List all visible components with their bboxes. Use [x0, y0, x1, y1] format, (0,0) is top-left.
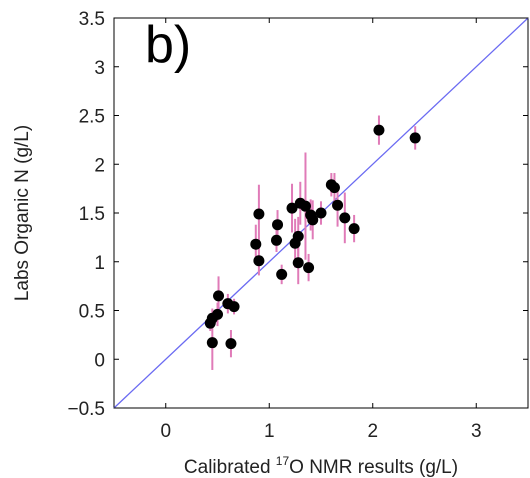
x-axis-label-part1: Calibrated — [184, 457, 276, 478]
data-point — [212, 308, 223, 320]
data-point — [272, 219, 284, 231]
x-axis: 0 1 2 3 — [160, 18, 482, 442]
x-tick-label: 1 — [264, 421, 275, 442]
data-point — [253, 208, 265, 220]
y-tick-label: 2.5 — [79, 107, 105, 128]
data-point — [292, 230, 304, 242]
panel-label: b) — [145, 16, 191, 74]
data-point — [307, 214, 319, 226]
data-point — [328, 182, 340, 194]
data-point — [286, 202, 298, 214]
x-axis-label: Calibrated 17O NMR results (g/L) — [184, 454, 458, 478]
y-tick-label: 1.5 — [79, 204, 105, 225]
x-tick-label: 3 — [471, 421, 482, 442]
y-tick-label: −0.5 — [67, 399, 105, 420]
y-tick-label: 3.5 — [79, 9, 105, 30]
data-point — [339, 212, 351, 224]
x-tick-label: 2 — [367, 421, 378, 442]
y-tick-label: 3 — [94, 58, 105, 79]
data-point — [276, 268, 288, 280]
data-point — [315, 207, 327, 219]
x-axis-label-part2: O NMR results (g/L) — [289, 457, 458, 478]
y-tick-label: 0.5 — [79, 302, 105, 323]
data-point — [332, 199, 344, 211]
data-point — [228, 301, 240, 313]
data-point — [292, 257, 304, 269]
y-tick-label: 1 — [94, 253, 105, 274]
y-tick-label: 0 — [94, 350, 105, 371]
y-tick-label: 2 — [94, 155, 105, 176]
data-point — [253, 255, 265, 267]
data-point — [373, 124, 385, 136]
data-point — [409, 132, 421, 144]
data-point — [250, 238, 262, 250]
x-axis-label-superscript: 17 — [276, 454, 290, 468]
y-axis: −0.5 0 0.5 1 1.5 2 2.5 3 3.5 — [67, 9, 528, 420]
data-point — [348, 223, 360, 235]
data-point — [303, 262, 315, 274]
data-point — [206, 337, 218, 349]
x-tick-label: 0 — [160, 421, 171, 442]
y-axis-label: Labs Organic N (g/L) — [12, 125, 33, 301]
data-point — [270, 234, 282, 246]
data-point — [225, 338, 237, 350]
data-point — [213, 290, 225, 302]
point-layer — [204, 124, 421, 350]
data-point — [299, 200, 311, 212]
